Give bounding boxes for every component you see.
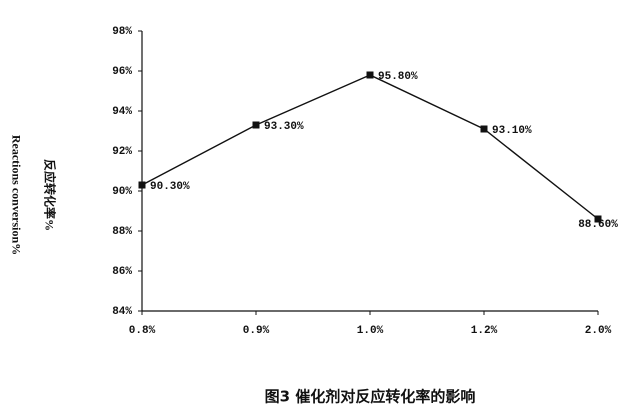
y-tick-label: 92% (112, 146, 132, 158)
point-marker (138, 181, 146, 189)
value-label: 90.30% (150, 181, 190, 193)
data-line (141, 74, 599, 220)
x-tick-label: 0.8% (129, 325, 156, 337)
y-tick-label: 96% (112, 66, 132, 78)
value-label: 93.30% (264, 121, 304, 133)
point-marker (594, 215, 602, 223)
y-tick-label: 94% (112, 106, 132, 118)
y-tick-label: 88% (112, 226, 132, 238)
y-tick-label: 98% (112, 26, 132, 38)
x-tick-label: 2.0% (585, 325, 612, 337)
y-tick-label: 84% (112, 306, 132, 318)
point-marker (252, 121, 260, 129)
value-label: 95.80% (378, 71, 418, 83)
point-marker (366, 71, 374, 79)
y-axis-label-en: Reactions conversion% (9, 135, 23, 255)
caption: 图3 催化剂对反应转化率的影响 (265, 388, 476, 406)
x-tick-label: 0.9% (243, 325, 270, 337)
y-axis-label: 反应转化率% (42, 159, 57, 231)
x-tick-label: 1.2% (471, 325, 498, 337)
y-tick-label: 86% (112, 266, 132, 278)
value-label: 93.10% (492, 125, 532, 137)
value-label: 88.60% (578, 219, 618, 231)
point-marker (480, 125, 488, 133)
x-tick-label: 1.0% (357, 325, 384, 337)
y-tick-label: 90% (112, 186, 132, 198)
